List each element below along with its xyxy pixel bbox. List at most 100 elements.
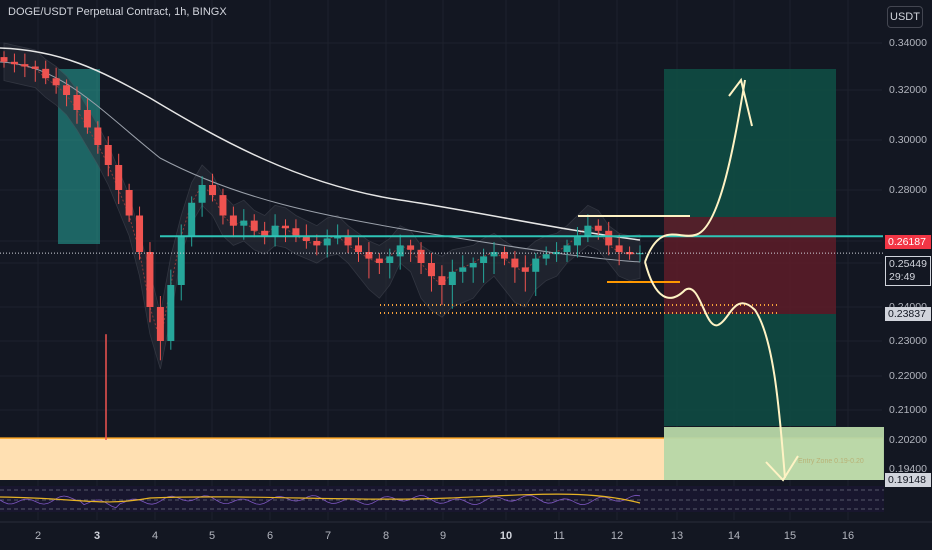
price-tick-label: 0.34000	[889, 37, 927, 49]
candle-body	[83, 110, 91, 128]
candle-body	[240, 220, 248, 226]
candle-body	[500, 252, 508, 259]
candle-body	[323, 238, 331, 246]
countdown-timer: 29:49	[889, 271, 916, 283]
candle-body	[10, 61, 18, 65]
candle-body	[365, 252, 373, 259]
candle-body	[250, 220, 258, 231]
rsi-line	[0, 494, 641, 509]
price-tick-label: 0.28000	[889, 184, 927, 196]
candle-body	[21, 64, 29, 67]
candle-body	[521, 267, 529, 272]
target-price-label: 0.19148	[885, 473, 931, 487]
candle-body	[386, 256, 394, 263]
support-price-label: 0.23837	[885, 307, 931, 321]
candle-body	[219, 195, 227, 216]
candle-body	[271, 225, 279, 236]
candle-body	[584, 225, 592, 236]
candle-body	[136, 215, 144, 252]
bullish-arrowhead	[728, 77, 753, 127]
candle-body	[313, 241, 321, 246]
bearish-projection	[644, 261, 786, 479]
time-tick-label: 10	[499, 530, 513, 542]
time-tick-label: 4	[151, 530, 159, 542]
price-tick-label: 0.30000	[889, 134, 927, 146]
candle-body	[63, 85, 71, 95]
candle-body	[177, 235, 185, 285]
bullish-projection	[644, 79, 746, 263]
candle-body	[563, 245, 571, 252]
candle-body	[42, 68, 50, 79]
price-tick-label: 0.21000	[889, 404, 927, 416]
time-tick-label: 5	[208, 530, 216, 542]
candle-body	[490, 252, 498, 257]
price-tick-label: 0.32000	[889, 84, 927, 96]
candle-body	[417, 249, 425, 263]
candle-body	[532, 258, 540, 272]
candle-body	[104, 145, 112, 165]
candle-body	[302, 235, 310, 241]
time-tick-label: 3	[93, 530, 101, 542]
time-tick-label: 16	[841, 530, 855, 542]
chart-title: DOGE/USDT Perpetual Contract, 1h, BINGX	[8, 6, 227, 18]
rsi-signal-line	[0, 493, 641, 504]
resistance-price-label: 0.26187	[885, 235, 931, 249]
price-tick-label: 0.22000	[889, 370, 927, 382]
candlestick-series	[0, 51, 644, 440]
candle-body	[407, 245, 415, 250]
candle-body	[553, 252, 561, 255]
time-tick-label: 13	[670, 530, 684, 542]
long-target-box	[664, 69, 836, 237]
last-price-label: 0.25449 29:49	[885, 256, 931, 286]
chart-annotations	[0, 77, 883, 482]
candle-body	[354, 245, 362, 252]
time-tick-label: 14	[727, 530, 741, 542]
candle-body	[542, 254, 550, 259]
candle-body	[209, 185, 217, 196]
candle-body	[427, 263, 435, 277]
candle-body	[594, 225, 602, 231]
candle-body	[146, 252, 154, 307]
candle-body	[261, 230, 269, 236]
time-tick-label: 6	[266, 530, 274, 542]
candle-body	[636, 253, 644, 255]
candle-body	[52, 78, 60, 86]
entry-zone-label: Entry Zone 0.19-0.20	[798, 458, 864, 465]
moving-average-mid	[0, 61, 641, 263]
candle-body	[438, 276, 446, 285]
time-tick-label: 7	[324, 530, 332, 542]
moving-average-slow	[0, 47, 641, 241]
rsi-pane	[0, 486, 884, 512]
candle-body	[605, 230, 613, 246]
bollinger-band	[3, 42, 641, 370]
candle-body	[480, 256, 488, 263]
candle-body	[73, 95, 81, 110]
time-tick-label: 15	[783, 530, 797, 542]
price-tick-label: 0.19400	[889, 463, 927, 475]
candle-body	[156, 307, 164, 341]
currency-button[interactable]: USDT	[887, 6, 923, 28]
candle-body	[167, 285, 175, 341]
candle-body	[396, 245, 404, 257]
candle-body	[0, 57, 8, 62]
time-tick-label: 11	[553, 530, 565, 542]
candle-body	[448, 271, 456, 285]
bearish-arrowhead	[765, 455, 799, 482]
chart-zones	[0, 69, 884, 480]
candle-body	[292, 228, 300, 236]
target-green-box	[664, 427, 884, 480]
candle-body	[94, 127, 102, 145]
candle-body	[31, 66, 39, 69]
last-price-value: 0.25449	[889, 258, 927, 270]
short-target-box	[664, 314, 836, 426]
candle-body	[459, 267, 467, 272]
candle-body	[115, 165, 123, 190]
candle-body	[375, 258, 383, 263]
time-tick-label: 9	[439, 530, 447, 542]
price-tick-label: 0.23000	[889, 335, 927, 347]
time-tick-label: 12	[610, 530, 624, 542]
long-stop-box	[664, 217, 836, 314]
candle-body	[229, 215, 237, 226]
candle-body	[469, 263, 477, 268]
